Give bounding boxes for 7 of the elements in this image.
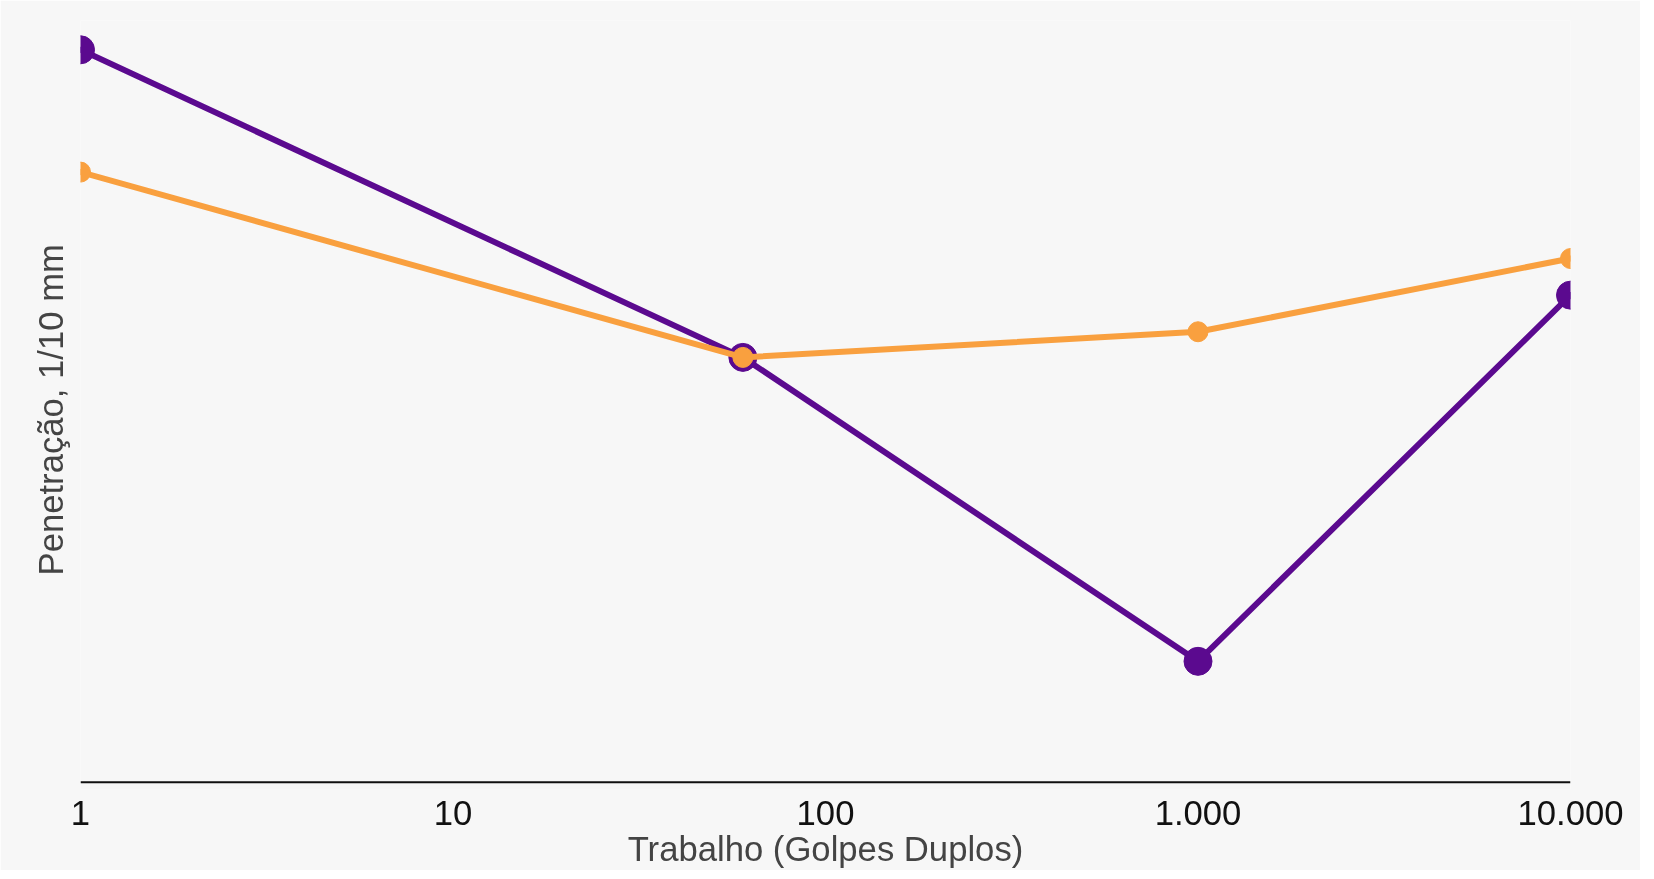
y-axis-title: Penetração, 1/10 mm (31, 244, 70, 576)
x-axis-title: Trabalho (Golpes Duplos) (627, 829, 1024, 868)
x-tick-label: 1.000 (1154, 793, 1242, 832)
x-tick-label: 10.000 (1517, 793, 1624, 832)
x-tick-label: 1 (70, 793, 91, 832)
x-tick-label: 100 (796, 793, 855, 832)
x-tick-label: 10 (433, 793, 473, 832)
